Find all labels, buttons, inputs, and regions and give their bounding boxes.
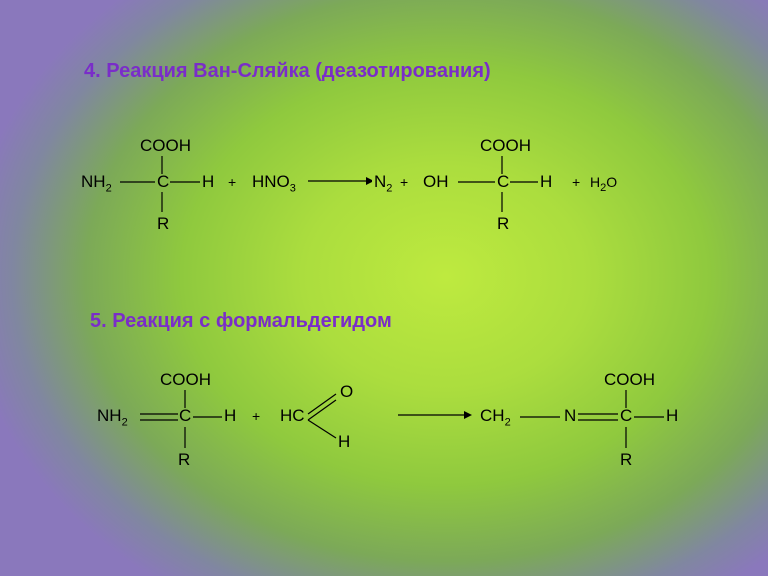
- r5-hc: HC: [280, 406, 305, 426]
- r5p-r: R: [620, 450, 632, 470]
- r4-nh2: NH2: [81, 172, 112, 194]
- r4p-cooh: COOH: [480, 136, 531, 156]
- r5p-ch2: CH2: [480, 406, 511, 428]
- r4-plus2: +: [400, 174, 408, 190]
- slide-content: 4. Реакция Ван-Сляйка (деазотирования) N…: [0, 0, 768, 576]
- r5p-h: H: [666, 406, 678, 426]
- r4-arrow: [308, 174, 372, 188]
- r5p-c: C: [620, 406, 632, 426]
- r5-o: O: [340, 382, 353, 402]
- r4-plus1: +: [228, 174, 236, 190]
- r4-c: C: [157, 172, 169, 192]
- reaction4-title: 4. Реакция Ван-Сляйка (деазотирования): [84, 60, 491, 83]
- r4p-c: C: [497, 172, 509, 192]
- r5p-cooh: COOH: [604, 370, 655, 390]
- r5-nh2: NH2: [97, 406, 128, 428]
- r4-cooh: COOH: [140, 136, 191, 156]
- r5-c: C: [179, 406, 191, 426]
- r4p-h: H: [540, 172, 552, 192]
- r5-fh: H: [338, 432, 350, 452]
- r5-h: H: [224, 406, 236, 426]
- r4-plus3: +: [572, 174, 580, 190]
- r5-arrow: [398, 408, 472, 422]
- r4-hno3: HNO3: [252, 172, 296, 194]
- r5p-n: N: [564, 406, 576, 426]
- r5-plus1: +: [252, 408, 260, 424]
- r4-h: H: [202, 172, 214, 192]
- r4p-r: R: [497, 214, 509, 234]
- r4-n2: N2: [374, 172, 392, 194]
- r5-cooh: COOH: [160, 370, 211, 390]
- r4p-oh: OH: [423, 172, 449, 192]
- r5-r: R: [178, 450, 190, 470]
- r4-r: R: [157, 214, 169, 234]
- r4-h2o: H2O: [590, 174, 617, 194]
- reaction5-title: 5. Реакция с формальдегидом: [90, 310, 392, 333]
